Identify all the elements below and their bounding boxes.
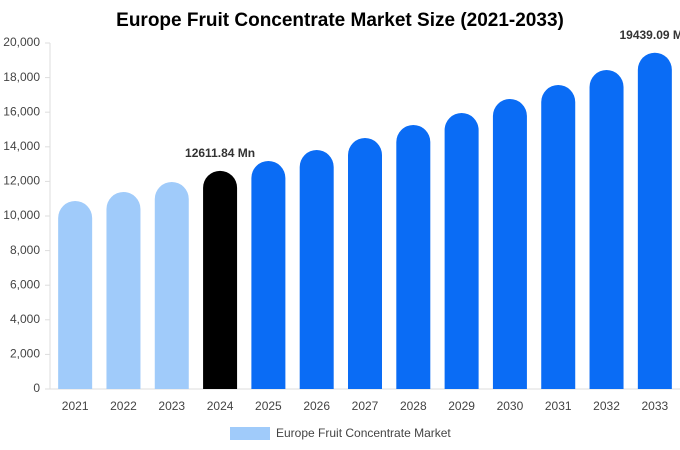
x-tick-label: 2031 (545, 399, 572, 413)
x-tick-label: 2032 (593, 399, 620, 413)
y-tick-label: 0 (33, 381, 40, 395)
y-tick-label: 18,000 (3, 70, 40, 84)
bar (396, 125, 431, 389)
chart-title: Europe Fruit Concentrate Market Size (20… (116, 10, 564, 31)
y-tick-label: 8,000 (10, 243, 40, 257)
y-tick-label: 4,000 (10, 312, 40, 326)
x-tick-label: 2021 (62, 399, 89, 413)
x-tick-label: 2027 (352, 399, 379, 413)
x-tick-label: 2026 (303, 399, 330, 413)
y-tick-label: 6,000 (10, 277, 40, 291)
y-tick-label: 14,000 (3, 139, 40, 153)
x-tick-label: 2024 (207, 399, 234, 413)
bar (637, 52, 672, 390)
legend-label: Europe Fruit Concentrate Market (276, 426, 451, 440)
bar (203, 170, 238, 389)
y-tick-label: 10,000 (3, 208, 40, 222)
y-tick-label: 20,000 (3, 35, 40, 49)
x-tick-label: 2028 (400, 399, 427, 413)
bar (589, 70, 624, 389)
x-tick-label: 2025 (255, 399, 282, 413)
x-tick-label: 2030 (497, 399, 524, 413)
x-tick-label: 2023 (158, 399, 185, 413)
bar (299, 150, 334, 389)
value-label: 19439.09 Mn (619, 28, 680, 42)
bar (348, 137, 382, 389)
y-tick-label: 16,000 (3, 104, 40, 118)
bar (154, 182, 189, 389)
legend-swatch (230, 427, 270, 440)
bar (541, 85, 576, 390)
y-tick-label: 2,000 (10, 347, 40, 361)
bar (106, 192, 141, 389)
bar (492, 99, 527, 389)
y-tick-label: 12,000 (3, 174, 40, 188)
x-tick-label: 2029 (448, 399, 475, 413)
x-tick-label: 2022 (110, 399, 137, 413)
bar (58, 201, 93, 389)
x-tick-label: 2033 (641, 399, 668, 413)
value-label: 12611.84 Mn (185, 146, 255, 160)
bar (444, 112, 479, 390)
bar (251, 161, 286, 389)
